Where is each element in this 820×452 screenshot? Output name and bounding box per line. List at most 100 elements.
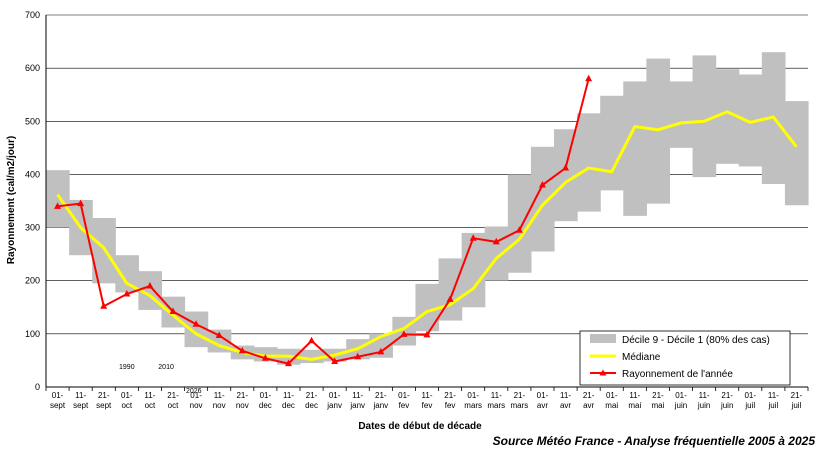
axes [45, 15, 809, 391]
year-point [469, 234, 477, 241]
year-point [284, 359, 292, 367]
x-tick-label-top: 21- [375, 391, 387, 400]
x-tick-label-bottom: mars [487, 401, 505, 410]
year-point [261, 354, 269, 361]
median-series [56, 110, 798, 361]
x-tick-label-top: 21- [167, 391, 179, 400]
x-tick-label-top: 01- [121, 391, 133, 400]
x-tick-label-top: 11- [283, 391, 294, 400]
year-point [308, 336, 316, 344]
year-point [515, 226, 523, 233]
x-tick-label-bottom: dec [259, 401, 272, 410]
x-tick-label-top: 21- [791, 391, 803, 400]
year-point [100, 302, 108, 309]
x-tick-label-bottom: mars [510, 401, 528, 410]
band-segment [484, 226, 509, 281]
x-tick-label-bottom: mars [464, 401, 482, 410]
year-point [54, 202, 62, 209]
year-point [423, 330, 431, 338]
x-tick-label-bottom: sept [96, 401, 112, 410]
band-segment [115, 255, 139, 293]
x-tick-label-bottom: sept [50, 401, 66, 410]
x-tick-label-bottom: avr [583, 401, 594, 410]
x-tick-label-top: 21- [444, 391, 456, 400]
x-tick-label-bottom: janv [326, 401, 342, 410]
year-point [169, 307, 177, 315]
x-tick-label-bottom: juin [674, 401, 687, 410]
band-segment [692, 55, 717, 178]
x-tick-label-top: 11- [214, 391, 225, 400]
year-line [57, 78, 590, 365]
x-tick-label-top: 01- [329, 391, 341, 400]
x-tick-label-top: 11- [422, 391, 433, 400]
x-tick-label-bottom: dec [282, 401, 295, 410]
band-segment [715, 69, 740, 164]
grid-lines [46, 14, 808, 335]
decile-band [46, 52, 809, 365]
x-tick-label-bottom: janv [372, 401, 388, 410]
band-segment [669, 81, 694, 148]
x-tick-label-top: 01- [398, 391, 410, 400]
legend-label-median: Médiane [622, 352, 661, 363]
band-segment [554, 129, 578, 222]
x-tick-label-top: 01- [190, 391, 202, 400]
x-tick-label-top: 01- [537, 391, 549, 400]
x-tick-label-top: 11- [75, 391, 86, 400]
annotations: 1990 2010 2026 [119, 364, 202, 395]
x-tick-label-top: 21- [306, 391, 318, 400]
year-point [377, 347, 385, 355]
x-tick-label-top: 01- [260, 391, 272, 400]
x-tick-label-top: 11- [352, 391, 363, 400]
median-line [56, 110, 798, 361]
year-point [538, 181, 546, 188]
year-point [446, 295, 454, 302]
band-segment [461, 232, 486, 308]
x-tick-label-bottom: fev [422, 401, 433, 410]
y-tick-label: 100 [25, 329, 40, 339]
x-tick-label-bottom: sept [73, 401, 89, 410]
x-tick-label-top: 01- [606, 391, 618, 400]
x-tick-label-top: 21- [236, 391, 248, 400]
x-tick-label-top: 01- [467, 391, 479, 400]
band-segment [738, 74, 763, 167]
year-series [54, 74, 593, 367]
x-tick-label-bottom: mai [605, 401, 618, 410]
y-tick-label: 300 [25, 223, 40, 233]
y-tick-label: 700 [25, 10, 40, 20]
x-tick-label-bottom: fev [445, 401, 456, 410]
y-axis-title: Rayonnement (cal/m2/jour) [6, 136, 17, 264]
x-tick-label-bottom: janv [349, 401, 365, 410]
x-tick-label-top: 11- [629, 391, 640, 400]
x-tick-label-bottom: oct [121, 401, 132, 410]
band-segment [577, 113, 601, 212]
legend-label-year: Rayonnement de l'année [622, 369, 733, 380]
year-point [562, 164, 570, 171]
x-tick-label-bottom: oct [145, 401, 156, 410]
x-tick-label-top: 01- [675, 391, 687, 400]
x-tick-label-bottom: juin [697, 401, 710, 410]
band-segment [507, 174, 532, 273]
x-tick-label-bottom: fev [399, 401, 410, 410]
x-tick-label-top: 01- [744, 391, 756, 400]
x-tick-label-top: 21- [652, 391, 664, 400]
x-tick-label-top: 11- [699, 391, 710, 400]
legend-swatch-band [590, 334, 616, 343]
legend-swatch-year-marker [599, 369, 607, 376]
annotation-label: 1990 [119, 364, 135, 371]
x-tick-label-bottom: mai [628, 401, 641, 410]
x-tick-label-bottom: juil [744, 401, 755, 410]
x-tick-label-bottom: nov [190, 401, 203, 410]
x-tick-labels: 01-sept11-sept21-sept01-oct11-oct21-oct0… [50, 391, 803, 410]
band-segment [530, 146, 555, 252]
year-point [192, 320, 200, 327]
year-point [331, 357, 339, 364]
legend: Décile 9 - Décile 1 (80% des cas) Médian… [579, 330, 791, 386]
y-tick-label: 400 [25, 169, 40, 179]
year-point [146, 282, 154, 289]
year-point [77, 199, 85, 207]
source-note: Source Météo France - Analyse fréquentie… [493, 434, 816, 448]
x-tick-label-top: 21- [98, 391, 110, 400]
year-point [492, 237, 500, 245]
x-tick-label-top: 01- [52, 391, 64, 400]
